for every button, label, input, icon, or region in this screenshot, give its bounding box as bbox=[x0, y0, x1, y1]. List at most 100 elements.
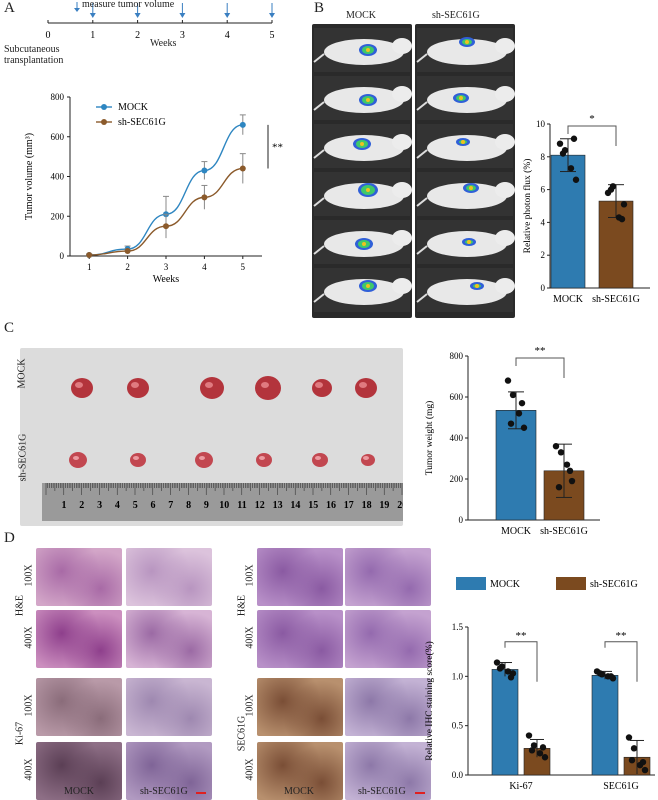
histology-mock-ki67 bbox=[36, 678, 122, 736]
tumor-highlight bbox=[133, 456, 139, 460]
data-point bbox=[239, 165, 246, 172]
tumor-sh bbox=[195, 452, 213, 468]
timeline-arrowhead-icon bbox=[224, 13, 231, 18]
ruler-number: 10 bbox=[219, 500, 229, 511]
d-he-label-right: H&E bbox=[236, 594, 248, 617]
timeline-tick-label: 3 bbox=[180, 30, 185, 41]
data-point bbox=[504, 377, 512, 384]
timeline-start-label-1: Subcutaneous bbox=[4, 44, 60, 55]
signal-core bbox=[467, 240, 471, 244]
signal-core bbox=[366, 188, 370, 192]
significance-label: * bbox=[589, 113, 595, 125]
mouse-body bbox=[324, 279, 404, 305]
ruler-number: 15 bbox=[308, 500, 318, 511]
legend-label: MOCK bbox=[490, 579, 521, 590]
tumor-mock bbox=[200, 377, 224, 399]
d-sh-label-right: sh-SEC61G bbox=[358, 786, 406, 797]
y-tick-label: 10 bbox=[536, 119, 546, 129]
mouse-head bbox=[495, 230, 515, 246]
scale-bar bbox=[196, 792, 206, 794]
mouse-head bbox=[495, 86, 515, 102]
y-tick-label: 1.5 bbox=[452, 622, 464, 632]
data-point bbox=[552, 443, 560, 450]
y-axis-label: Relative photon flux (%) bbox=[522, 159, 533, 254]
data-point bbox=[525, 732, 533, 739]
signal-core bbox=[362, 242, 366, 246]
tumor-mock bbox=[127, 378, 149, 398]
data-point bbox=[639, 758, 647, 766]
histology-mock-he bbox=[36, 548, 122, 606]
tumor-highlight bbox=[315, 456, 321, 460]
data-point bbox=[528, 747, 536, 754]
x-tick-label: 4 bbox=[202, 262, 207, 272]
timeline-tick-label: 4 bbox=[225, 30, 230, 41]
panel-label-b: B bbox=[314, 0, 325, 16]
mouse-head bbox=[392, 38, 412, 54]
mouse-tail bbox=[416, 245, 428, 255]
y-tick-label: 0 bbox=[459, 515, 464, 525]
ruler-number: 9 bbox=[204, 500, 209, 511]
mouse-head bbox=[495, 182, 515, 198]
data-point bbox=[518, 399, 526, 407]
panel-label-c: C bbox=[4, 320, 15, 336]
legend-arrowhead-icon bbox=[74, 8, 80, 12]
y-tick-label: 6 bbox=[541, 185, 546, 195]
ruler-number: 3 bbox=[97, 500, 102, 511]
ruler-number: 5 bbox=[133, 500, 138, 511]
tumor-mock bbox=[355, 378, 377, 398]
ruler-number: 4 bbox=[115, 500, 120, 511]
signal-core bbox=[475, 284, 479, 288]
d-sh-label-left: sh-SEC61G bbox=[140, 786, 188, 797]
data-point bbox=[201, 194, 208, 201]
d-mock-label-left: MOCK bbox=[64, 786, 95, 797]
tumor-highlight bbox=[75, 382, 83, 388]
tumor-sh bbox=[130, 453, 146, 467]
ruler-number: 13 bbox=[273, 500, 283, 511]
signal-core bbox=[366, 284, 370, 288]
tumor-highlight bbox=[131, 382, 139, 388]
mouse-head bbox=[495, 38, 515, 54]
c-sh-row-label: sh-SEC61G bbox=[17, 433, 29, 482]
y-tick-label: 1.0 bbox=[452, 671, 464, 681]
mouse-tail bbox=[416, 101, 428, 111]
signal-core bbox=[366, 98, 370, 102]
data-point bbox=[563, 461, 571, 468]
y-tick-label: 8 bbox=[541, 152, 546, 162]
d-400x-label-left-1: 400X bbox=[23, 626, 35, 649]
data-point bbox=[557, 449, 565, 456]
ruler-number: 16 bbox=[326, 500, 336, 511]
ruler-number: 8 bbox=[186, 500, 191, 511]
data-point bbox=[607, 673, 615, 680]
mice-mock-drawing bbox=[313, 28, 412, 312]
y-tick-label: 400 bbox=[450, 433, 464, 443]
tumor-highlight bbox=[73, 456, 79, 460]
bioluminescence-mock-image bbox=[312, 24, 412, 318]
ruler-number: 11 bbox=[237, 500, 246, 511]
timeline-diagram: 0 1 2 3 4 5 bbox=[46, 2, 275, 41]
mouse-head bbox=[392, 230, 412, 246]
tumor-mock bbox=[255, 376, 281, 400]
timeline-tick-label: 1 bbox=[90, 30, 95, 41]
x-tick-label: sh-SEC61G bbox=[540, 526, 588, 537]
mouse-body bbox=[427, 279, 507, 305]
tumor-mock bbox=[71, 378, 93, 398]
legend-label: MOCK bbox=[118, 102, 149, 113]
histology-mock-he bbox=[36, 610, 122, 668]
signal-core bbox=[469, 186, 473, 190]
panel-label-d: D bbox=[4, 530, 15, 546]
timeline-tick-label: 5 bbox=[270, 30, 275, 41]
histology-sh-sec61g bbox=[345, 742, 431, 800]
data-point bbox=[566, 467, 574, 474]
ruler-number: 19 bbox=[379, 500, 389, 511]
y-tick-label: 600 bbox=[51, 132, 65, 142]
legend-swatch bbox=[556, 577, 586, 590]
tumor-highlight bbox=[259, 456, 265, 460]
y-axis-label: Tumor volume (mm³) bbox=[24, 133, 35, 220]
histology-sh-he bbox=[345, 610, 431, 668]
mouse-head bbox=[392, 134, 412, 150]
tumor-highlight bbox=[315, 382, 323, 388]
legend-label: sh-SEC61G bbox=[590, 579, 638, 590]
x-tick-label: MOCK bbox=[553, 294, 584, 305]
ruler-number: 20 bbox=[397, 500, 403, 511]
histology-mock-sec61g bbox=[257, 678, 343, 736]
